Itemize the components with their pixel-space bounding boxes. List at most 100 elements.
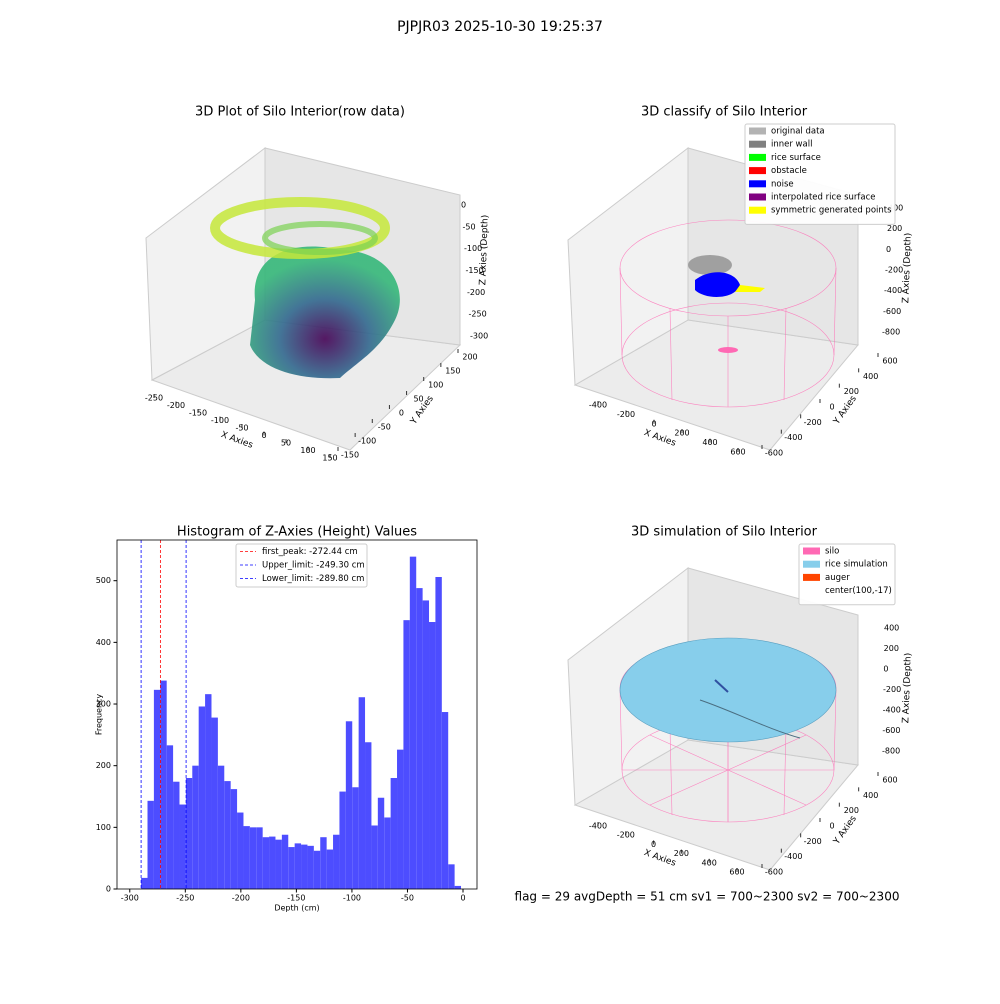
x-tick-label: 0 xyxy=(460,894,465,903)
legend-swatch xyxy=(749,193,766,201)
y-tick-label: -200 xyxy=(804,837,822,846)
z-tick-label: 0 xyxy=(886,245,891,254)
y-tick-label: 500 xyxy=(96,576,111,585)
y-tick-label: 400 xyxy=(96,638,111,647)
y-tick-label: 600 xyxy=(882,776,897,785)
z-tick-label: 0 xyxy=(461,201,466,210)
z-tick-label: -600 xyxy=(883,307,901,316)
x-tick-label: 400 xyxy=(702,438,717,447)
legend xyxy=(798,543,896,606)
bar xyxy=(269,836,276,889)
bar xyxy=(313,850,321,889)
bar xyxy=(403,620,410,889)
figure-title: PJPJR03 2025-10-30 19:25:37 xyxy=(397,19,603,35)
bar xyxy=(249,827,257,889)
legend-label: silo xyxy=(825,547,839,557)
bar xyxy=(288,847,295,889)
z-tick-label: -300 xyxy=(470,332,488,341)
bar xyxy=(198,706,206,889)
bar xyxy=(397,749,404,889)
z-tick-label: 400 xyxy=(884,624,899,633)
y-tick-label: 200 xyxy=(844,806,859,815)
y-tick-label: -600 xyxy=(765,868,783,877)
bar xyxy=(320,837,327,889)
legend-swatch xyxy=(749,167,766,175)
y-tick-label: -150 xyxy=(341,451,359,460)
bar xyxy=(275,839,282,889)
subplot-title: 3D simulation of Silo Interior xyxy=(631,525,818,540)
z-tick-label: -50 xyxy=(463,222,476,231)
x-tick-label: -200 xyxy=(232,894,250,903)
x-tick-label: -50 xyxy=(401,894,414,903)
z-axis-label: Z Axies (Depth) xyxy=(478,215,490,286)
bar xyxy=(166,745,174,889)
legend-label: center(100,-17) xyxy=(825,586,892,596)
bar xyxy=(390,778,398,889)
bar xyxy=(301,844,308,889)
z-tick-label: 0 xyxy=(883,665,888,674)
y-tick-label: 200 xyxy=(462,353,477,362)
bar xyxy=(422,600,430,889)
legend-swatch xyxy=(749,140,766,148)
bar xyxy=(262,837,270,889)
bar xyxy=(365,742,372,889)
x-tick-label: -250 xyxy=(176,894,194,903)
bar xyxy=(205,694,212,889)
x-tick-label: 0 xyxy=(651,419,656,428)
y-tick-label: 400 xyxy=(863,372,878,381)
x-tick-label: -200 xyxy=(167,401,185,410)
y-tick-label: 0 xyxy=(829,822,834,831)
x-tick-label: -150 xyxy=(287,894,305,903)
y-tick-label: 400 xyxy=(863,791,878,800)
bar xyxy=(217,765,225,889)
y-axis-label: Y Axies xyxy=(831,394,859,427)
y-tick-label: 150 xyxy=(445,367,460,376)
silo-wireframe xyxy=(619,219,837,823)
footer: flag = 29 avgDepth = 51 cm sv1 = 700~230… xyxy=(515,890,900,904)
bar xyxy=(173,781,180,889)
subplot-title: Histogram of Z-Axies (Height) Values xyxy=(177,525,417,540)
x-tick-label: -150 xyxy=(189,409,207,418)
legend-label: auger xyxy=(825,573,850,583)
plot-frame xyxy=(116,539,478,890)
y-tick-label: -600 xyxy=(765,449,783,458)
legend-label: first_peak: -272.44 cm xyxy=(262,547,358,557)
legend-label: interpolated rice surface xyxy=(771,193,876,203)
subplot-title: 3D Plot of Silo Interior(row data) xyxy=(195,105,405,120)
bar xyxy=(441,712,449,889)
bar xyxy=(416,588,423,889)
legend-swatch xyxy=(803,560,820,568)
bar xyxy=(448,864,455,889)
bar xyxy=(429,622,436,889)
legend xyxy=(235,543,368,588)
z-tick-label: 400 xyxy=(888,204,903,213)
legend-label: rice simulation xyxy=(825,560,888,570)
y-tick-label: 100 xyxy=(96,823,111,832)
y-tick-label: 200 xyxy=(96,761,111,770)
x-axis-label: Depth (cm) xyxy=(274,904,319,913)
y-tick-label: 200 xyxy=(844,387,859,396)
x-tick-label: 600 xyxy=(730,448,745,457)
x-tick-label: 50 xyxy=(281,439,291,448)
bar xyxy=(339,791,346,889)
classified-points xyxy=(688,255,765,353)
bar xyxy=(326,849,334,889)
bar xyxy=(243,826,250,889)
x-axis-label: X Axies xyxy=(642,428,677,449)
z-tick-label: -400 xyxy=(883,706,901,715)
legend-swatch xyxy=(803,573,820,581)
bar xyxy=(358,697,366,889)
legend-label: Upper_limit: -249.30 cm xyxy=(262,561,365,571)
x-tick-label: -100 xyxy=(343,894,361,903)
x-tick-label: 0 xyxy=(651,840,656,849)
bar xyxy=(192,765,199,889)
legend-label: inner wall xyxy=(771,140,812,150)
legend-swatch xyxy=(749,206,766,214)
x-tick-label: 100 xyxy=(300,446,315,455)
y-tick-label: 0 xyxy=(399,409,404,418)
legend-swatch xyxy=(749,153,766,161)
bar xyxy=(435,576,442,889)
x-tick-label: 200 xyxy=(674,429,689,438)
z-tick-label: -800 xyxy=(882,747,900,756)
